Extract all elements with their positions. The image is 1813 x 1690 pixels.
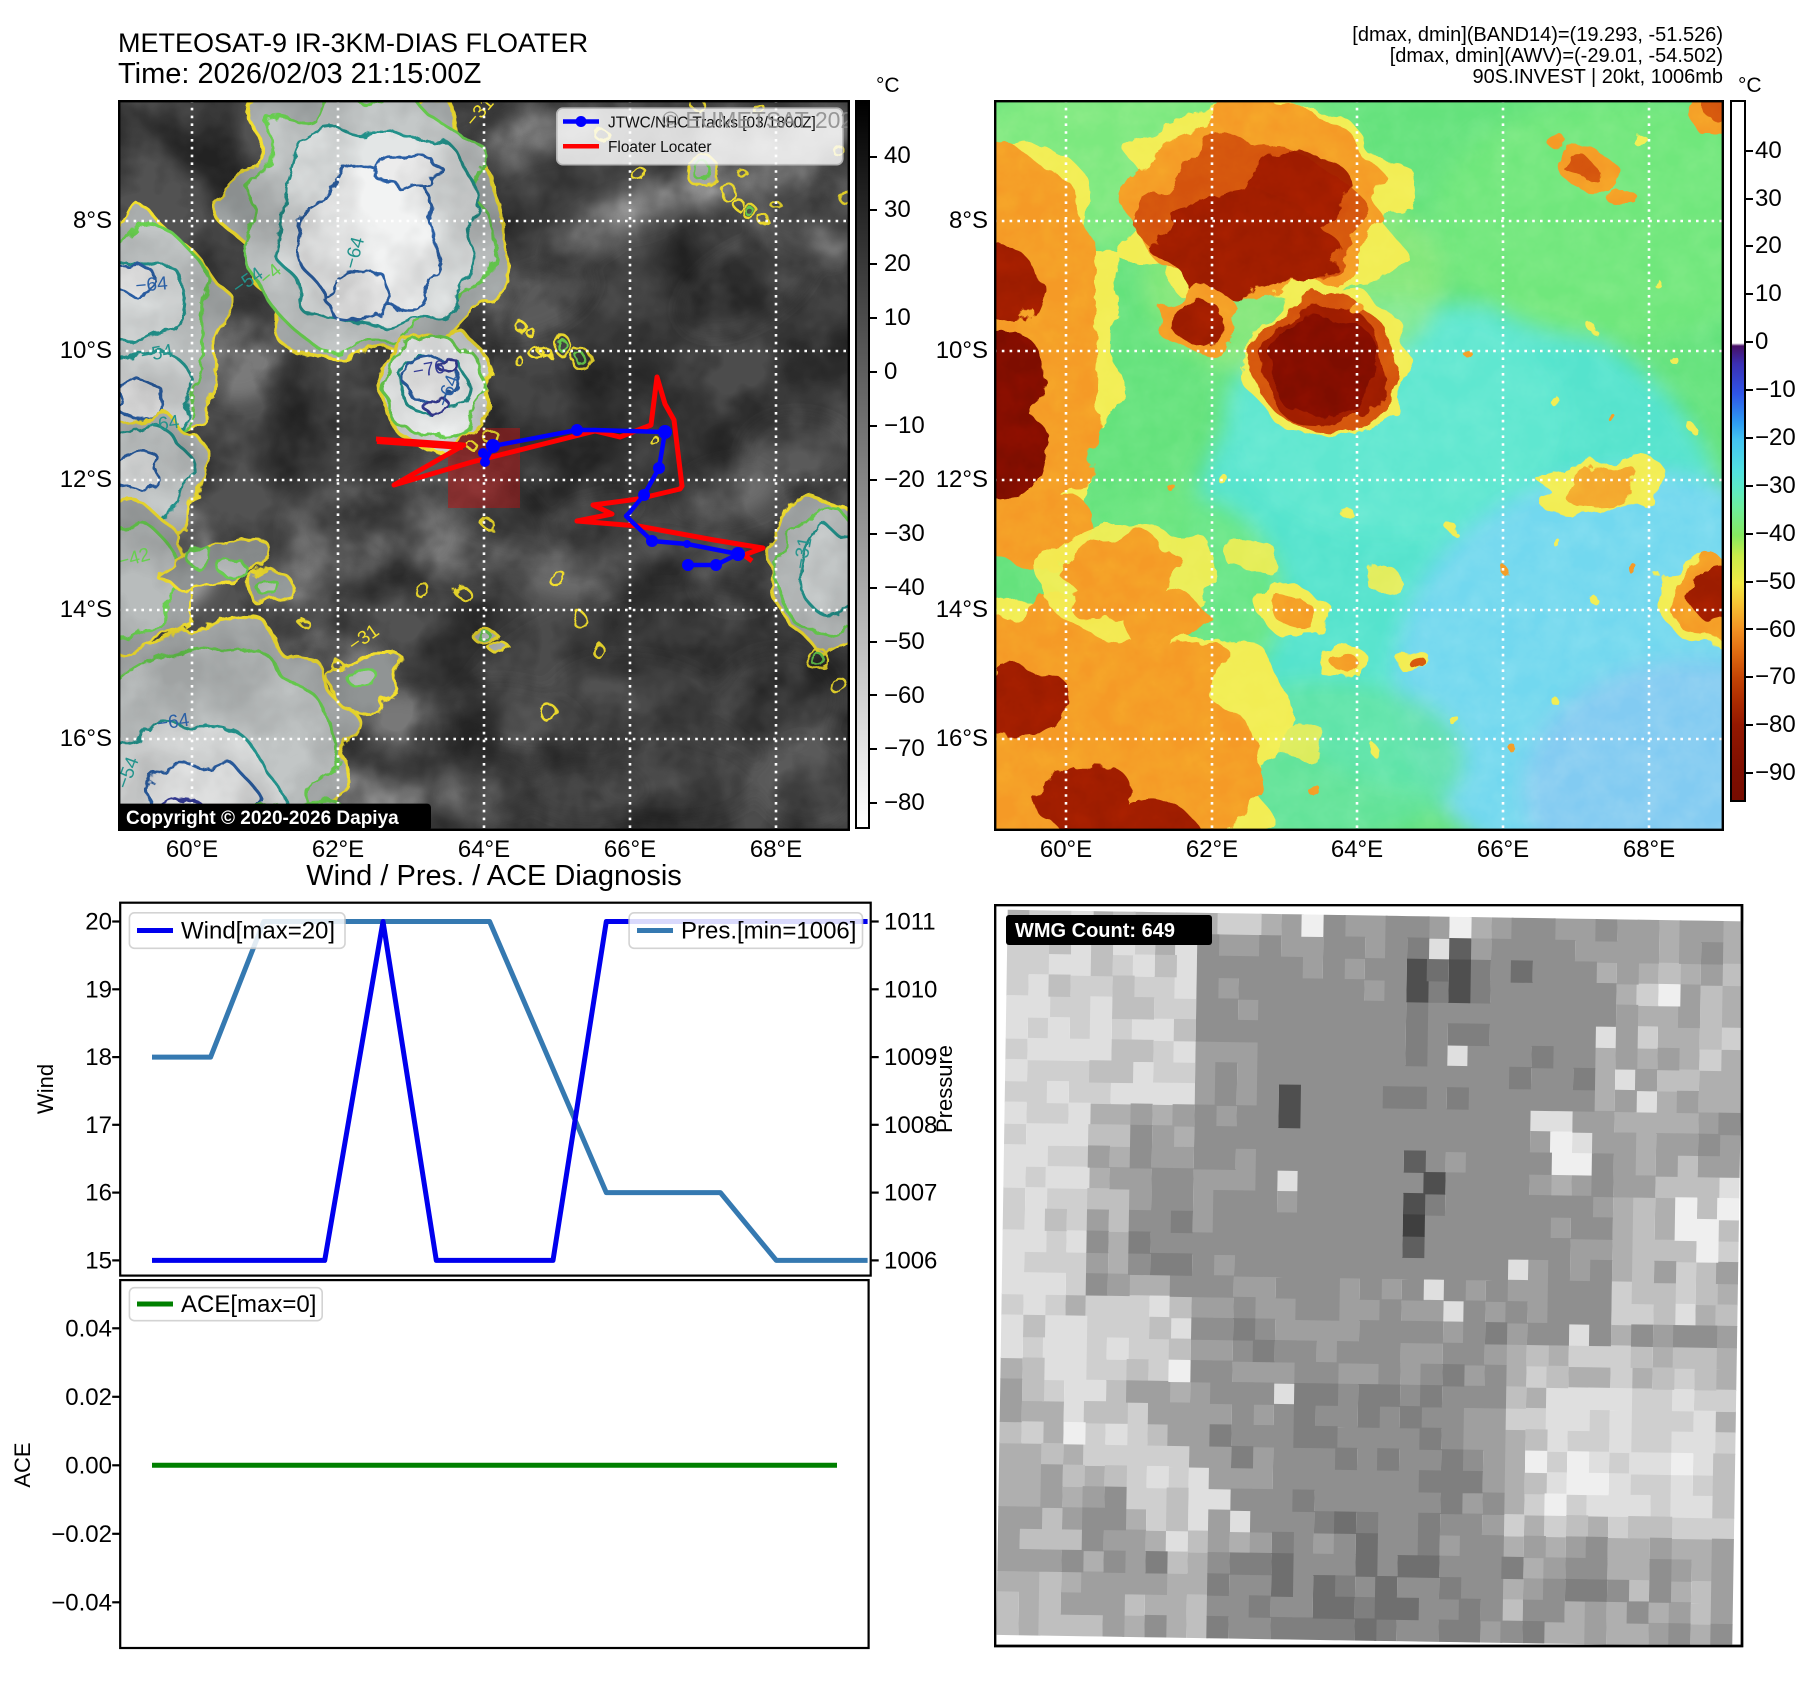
svg-text:−0.02: −0.02 bbox=[51, 1521, 112, 1548]
svg-text:JTWC/NHC Tracks [03/1800Z]: JTWC/NHC Tracks [03/1800Z] bbox=[608, 115, 816, 132]
svg-text:16: 16 bbox=[85, 1180, 112, 1207]
svg-text:0.02: 0.02 bbox=[65, 1384, 112, 1411]
svg-text:1008: 1008 bbox=[884, 1112, 937, 1139]
svg-text:0.04: 0.04 bbox=[65, 1315, 112, 1342]
svg-text:ACE[max=0]: ACE[max=0] bbox=[181, 1291, 316, 1318]
svg-text:Pressure: Pressure bbox=[932, 1045, 957, 1133]
svg-text:Pres.[min=1006]: Pres.[min=1006] bbox=[681, 918, 856, 945]
svg-text:© EUMETSAT 2026: © EUMETSAT 2026 bbox=[662, 107, 850, 133]
svg-text:1006: 1006 bbox=[884, 1247, 937, 1274]
svg-text:−0.04: −0.04 bbox=[51, 1589, 112, 1616]
svg-text:1007: 1007 bbox=[884, 1180, 937, 1207]
svg-text:−64: −64 bbox=[146, 412, 181, 437]
svg-text:20: 20 bbox=[85, 909, 112, 936]
svg-text:0.00: 0.00 bbox=[65, 1452, 112, 1479]
svg-text:Wind[max=20]: Wind[max=20] bbox=[181, 918, 335, 945]
svg-text:Wind: Wind bbox=[33, 1064, 58, 1114]
svg-text:Floater Locater: Floater Locater bbox=[608, 139, 712, 156]
svg-text:WMG Count: 649: WMG Count: 649 bbox=[1015, 920, 1175, 942]
svg-text:19: 19 bbox=[85, 976, 112, 1003]
svg-text:Copyright © 2020-2026 Dapiya: Copyright © 2020-2026 Dapiya bbox=[126, 808, 399, 829]
svg-text:1009: 1009 bbox=[884, 1044, 937, 1071]
svg-text:1010: 1010 bbox=[884, 976, 937, 1003]
svg-text:−64: −64 bbox=[156, 710, 191, 735]
svg-text:1011: 1011 bbox=[884, 909, 936, 936]
svg-text:15: 15 bbox=[85, 1247, 112, 1274]
svg-text:18: 18 bbox=[85, 1044, 112, 1071]
svg-text:−64: −64 bbox=[135, 273, 169, 297]
svg-text:ACE: ACE bbox=[10, 1442, 35, 1487]
svg-text:17: 17 bbox=[85, 1112, 112, 1139]
